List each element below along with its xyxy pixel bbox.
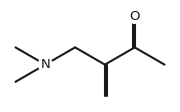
- Text: O: O: [129, 10, 140, 23]
- Circle shape: [38, 58, 52, 71]
- Text: N: N: [40, 58, 50, 71]
- Circle shape: [128, 10, 142, 23]
